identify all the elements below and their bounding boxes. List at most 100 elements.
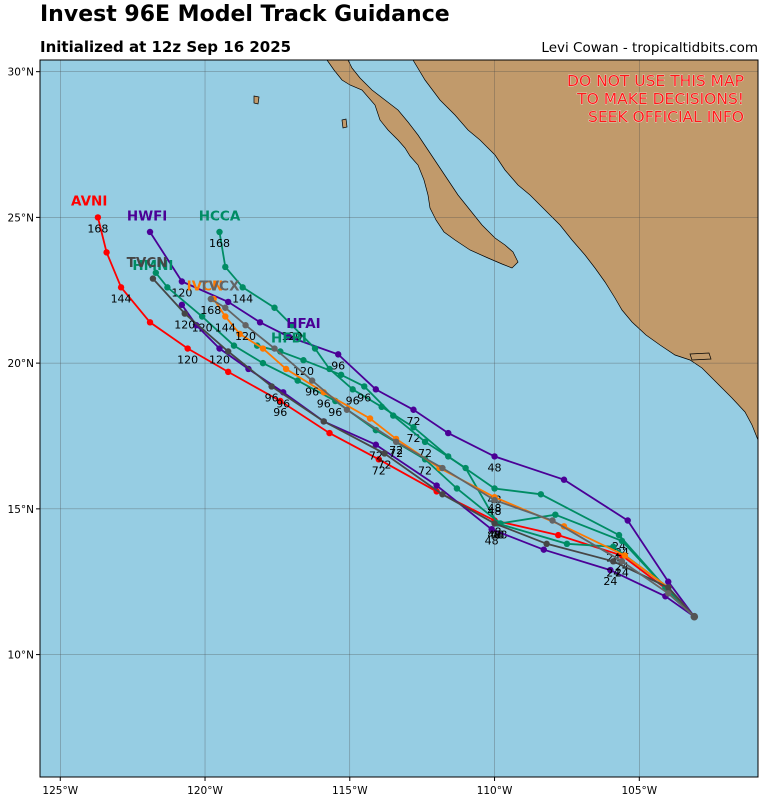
track-point <box>326 429 333 437</box>
track-point <box>282 365 290 373</box>
forecast-hour-label: 120 <box>171 287 192 300</box>
track-tvcx: 24 48 72 96 120 168 TVCX <box>200 278 695 618</box>
track-point <box>560 476 568 483</box>
forecast-hour-label: 96 <box>346 394 360 407</box>
track-line-tvcn <box>152 277 695 618</box>
track-hcca: 24487296120144168HCCA <box>199 208 695 618</box>
track-point <box>665 584 672 591</box>
track-point <box>366 415 374 422</box>
track-point <box>462 464 469 472</box>
track-point <box>178 278 186 285</box>
model-label-avni: AVNI <box>71 194 107 210</box>
track-point <box>610 558 617 565</box>
forecast-hour-label: 120 <box>235 330 256 343</box>
track-point <box>372 386 380 393</box>
island-mark <box>341 118 348 129</box>
track-point <box>537 491 545 498</box>
model-label-tvcn: TVCN <box>127 255 168 271</box>
track-line-ivcn <box>212 298 695 618</box>
init-time-subtitle: Initialized at 12z Sep 16 2025 <box>40 38 292 56</box>
track-point <box>288 322 296 329</box>
forecast-hour-label: 96 <box>305 386 319 399</box>
baja-california-land <box>326 60 519 269</box>
track-point <box>216 228 223 236</box>
track-point <box>445 429 452 437</box>
forecast-hour-label: 48 <box>488 528 502 541</box>
track-point <box>421 438 429 446</box>
forecast-hour-label: 96 <box>317 397 331 410</box>
track-point <box>146 228 154 236</box>
track-point <box>349 386 356 393</box>
forecast-hour-label: 168 <box>87 222 108 235</box>
lon-tick-label: 110°W <box>477 785 513 797</box>
island-mark <box>253 95 260 105</box>
track-point <box>453 485 461 492</box>
credit-text: Levi Cowan - tropicaltidbits.com <box>541 40 758 56</box>
track-line-hwfi <box>149 231 696 618</box>
forecast-hour-label: 72 <box>389 447 403 460</box>
storm-origin-point <box>690 612 699 621</box>
track-point <box>184 345 191 352</box>
forecast-hour-label: 72 <box>378 458 392 471</box>
forecast-hour-label: 48 <box>485 534 499 547</box>
forecast-hour-label: 96 <box>331 359 345 372</box>
track-point <box>361 383 368 390</box>
track-point <box>543 540 550 548</box>
forecast-hour-label: 96 <box>265 391 279 404</box>
track-point <box>491 453 498 460</box>
track-point <box>224 348 232 355</box>
forecast-hour-label: 120 <box>174 319 195 332</box>
land-layer <box>253 60 758 441</box>
track-point <box>178 301 186 309</box>
track-point <box>563 540 571 548</box>
forecast-hour-label: 48 <box>488 502 502 515</box>
lon-tick-label: 120°W <box>187 785 223 797</box>
lon-tick-label: 115°W <box>332 785 368 797</box>
track-point <box>372 441 380 448</box>
forecast-hour-label: 24 <box>606 566 620 579</box>
track-point <box>618 537 626 545</box>
forecast-hour-label: 48 <box>488 505 502 518</box>
lat-tick-label: 10°N <box>8 650 34 662</box>
forecast-hour-label: 96 <box>357 391 371 404</box>
track-point <box>277 397 284 405</box>
forecast-hour-label: 96 <box>276 397 290 410</box>
track-point <box>285 333 293 341</box>
model-label-ivcn: IVCN <box>187 278 224 294</box>
track-point <box>390 412 397 419</box>
mainland-mexico-land <box>412 60 758 441</box>
track-point <box>300 357 307 364</box>
model-label-tvcx: TVCX <box>200 278 241 294</box>
track-point <box>271 345 278 352</box>
track-point <box>222 263 229 271</box>
page-title: Invest 96E Model Track Guidance <box>40 2 450 27</box>
lat-tick-label: 25°N <box>8 212 34 224</box>
model-label-hfbi: HFBI <box>271 331 307 347</box>
track-point <box>555 531 562 539</box>
model-label-hmni: HMNI <box>132 258 173 274</box>
track-point <box>540 546 547 553</box>
track-point <box>375 456 382 463</box>
track-line-hcca <box>218 231 695 618</box>
forecast-hour-label: 120 <box>177 354 198 367</box>
track-point <box>621 552 629 559</box>
forecast-hour-label: 72 <box>389 444 403 457</box>
track-point <box>146 319 154 326</box>
forecast-hour-label: 72 <box>369 450 383 463</box>
track-point <box>618 558 626 565</box>
track-point <box>181 310 188 317</box>
forecast-hour-label: 72 <box>372 464 386 477</box>
track-point <box>410 406 417 413</box>
forecast-hour-label: 144 <box>111 292 132 305</box>
track-point <box>439 491 446 498</box>
track-point <box>410 424 417 431</box>
track-point <box>239 284 246 291</box>
track-point <box>624 517 631 524</box>
forecast-hour-label: 48 <box>490 528 504 541</box>
track-point <box>665 590 672 597</box>
forecast-hour-label: 96 <box>328 406 342 419</box>
track-point <box>320 418 327 425</box>
track-hwfi: 48 72 96 120 HWFI <box>127 208 696 618</box>
track-point <box>94 214 102 221</box>
